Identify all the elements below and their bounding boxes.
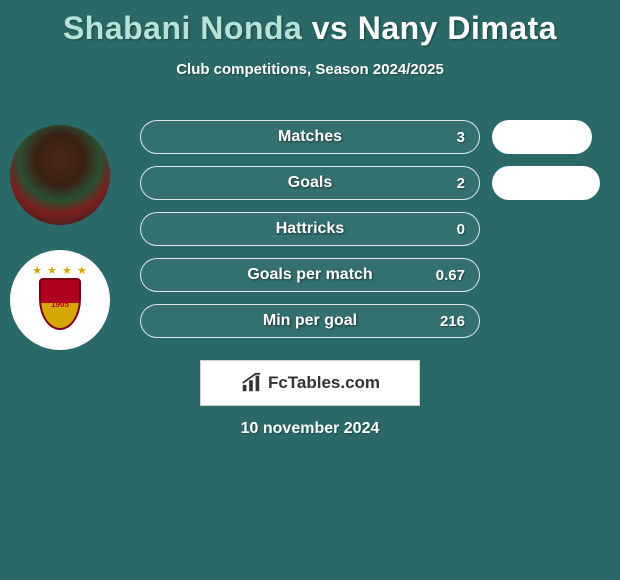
player2-name: Nany Dimata xyxy=(358,10,557,46)
stat-value-p2: 216 xyxy=(440,313,465,330)
stats-list: Matches 3 Goals 2 Hattricks 0 Goals per … xyxy=(140,120,480,350)
stat-value-p2: 3 xyxy=(457,129,465,146)
stat-label: Goals per match xyxy=(141,266,479,284)
stat-value-p2: 0 xyxy=(457,221,465,238)
stat-row: Min per goal 216 xyxy=(140,304,480,338)
stat-row: Hattricks 0 xyxy=(140,212,480,246)
fctables-text: FcTables.com xyxy=(268,373,380,393)
comparison-title: Shabani Nonda vs Nany Dimata xyxy=(0,0,620,47)
chart-icon xyxy=(240,372,262,394)
club-crest: 1905 xyxy=(39,278,81,330)
side-pill-column xyxy=(492,120,600,212)
subtitle: Club competitions, Season 2024/2025 xyxy=(0,61,620,78)
stat-label: Goals xyxy=(141,174,479,192)
stat-label: Hattricks xyxy=(141,220,479,238)
stat-label: Min per goal xyxy=(141,312,479,330)
side-pill xyxy=(492,166,600,200)
stat-row: Goals 2 xyxy=(140,166,480,200)
date-text: 10 november 2024 xyxy=(0,420,620,438)
club-stars: ★ ★ ★ ★ xyxy=(32,264,88,277)
fctables-badge: FcTables.com xyxy=(200,360,420,406)
side-pill xyxy=(492,120,592,154)
stat-row: Matches 3 xyxy=(140,120,480,154)
club-badge: ★ ★ ★ ★ 1905 xyxy=(10,250,110,350)
stat-value-p2: 0.67 xyxy=(436,267,465,284)
avatar-column: ★ ★ ★ ★ 1905 xyxy=(10,125,110,375)
player-photo xyxy=(10,125,110,225)
player1-name: Shabani Nonda xyxy=(63,10,302,46)
stat-row: Goals per match 0.67 xyxy=(140,258,480,292)
stat-value-p2: 2 xyxy=(457,175,465,192)
stat-label: Matches xyxy=(141,128,479,146)
vs-text: vs xyxy=(312,10,349,46)
club-year: 1905 xyxy=(51,300,69,309)
